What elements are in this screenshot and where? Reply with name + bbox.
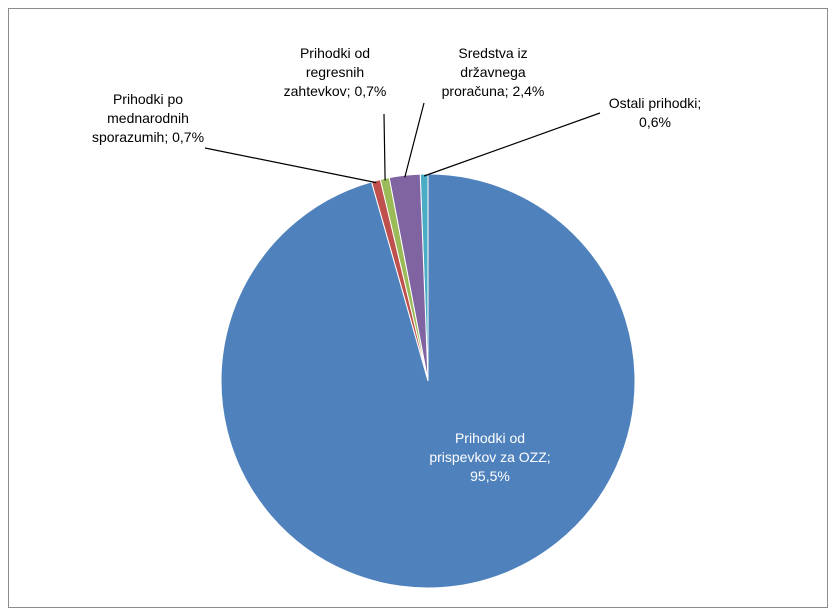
slice-label-4: Ostali prihodki; 0,6% xyxy=(609,95,702,130)
slice-label-line: 95,5% xyxy=(470,468,510,484)
slice-label-line: prispevkov za OZZ; xyxy=(429,449,550,465)
slice-label-line: 0,6% xyxy=(639,114,671,130)
slice-label-0: Prihodki od prispevkov za OZZ; 95,5% xyxy=(429,430,550,484)
slice-label-1: Prihodki po mednarodnih sporazumih; 0,7% xyxy=(92,91,204,145)
slice-label-line: regresnih xyxy=(306,64,364,80)
slice-label-line: Prihodki po xyxy=(113,91,183,107)
slice-label-line: Prihodki od xyxy=(300,45,370,61)
slice-label-2: Prihodki od regresnih zahtevkov; 0,7% xyxy=(284,45,387,99)
slice-labels: Prihodki od prispevkov za OZZ; 95,5%Prihod… xyxy=(92,45,701,484)
slice-label-line: mednarodnih xyxy=(107,110,189,126)
leader-line-4 xyxy=(423,112,601,177)
slice-label-line: Sredstva iz xyxy=(458,45,527,61)
pie-slice-0 xyxy=(220,173,636,589)
leader-line-1 xyxy=(204,147,377,184)
slice-label-line: Ostali prihodki; xyxy=(609,95,702,111)
slice-label-line: zahtevkov; 0,7% xyxy=(284,83,387,99)
slice-label-line: proračuna; 2,4% xyxy=(442,83,545,99)
slice-label-3: Sredstva iz državnega proračuna; 2,4% xyxy=(442,45,545,99)
slice-label-line: Prihodki od xyxy=(455,430,525,446)
slice-label-line: državnega xyxy=(460,64,526,80)
leader-lines xyxy=(204,102,601,184)
leader-line-3 xyxy=(404,102,425,178)
pie-slices xyxy=(220,173,636,589)
leader-line-2 xyxy=(383,113,386,181)
slice-label-line: sporazumih; 0,7% xyxy=(92,129,204,145)
